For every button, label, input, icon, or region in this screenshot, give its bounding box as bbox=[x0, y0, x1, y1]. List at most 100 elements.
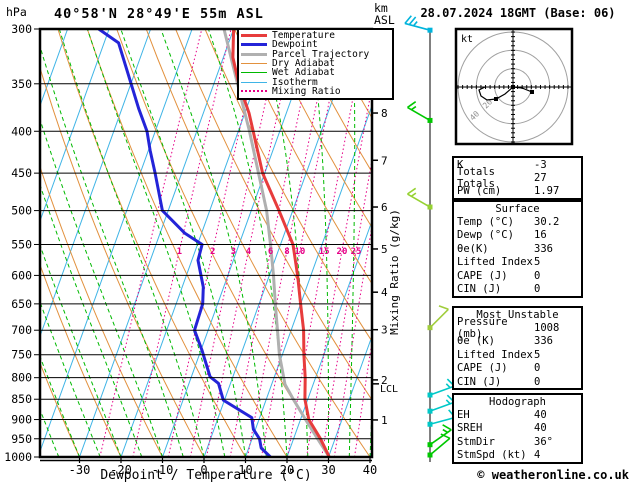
mixing-ratio-line bbox=[333, 223, 372, 457]
stats-value: 0 bbox=[534, 283, 541, 296]
legend-item: Wet Adiabat bbox=[241, 67, 390, 79]
legend-item: Isotherm bbox=[241, 76, 390, 88]
stats-value: 336 bbox=[534, 242, 553, 255]
km-tick-label: 5 bbox=[381, 243, 388, 256]
stats-box-title: Most Unstable bbox=[476, 308, 559, 321]
legend-label: Mixing Ratio bbox=[272, 85, 341, 97]
stats-box-title: Surface bbox=[495, 202, 540, 215]
wind-barb bbox=[427, 378, 455, 398]
stats-row: CAPE (J) 0 bbox=[457, 269, 578, 282]
mixing-ratio-value-label: 15 bbox=[319, 247, 330, 257]
pressure-tick-label: 300 bbox=[11, 22, 32, 36]
stats-row: Lifted Index 5 bbox=[457, 348, 578, 361]
pressure-unit-label: hPa bbox=[6, 5, 27, 19]
stats-box-header: Most Unstable bbox=[457, 308, 578, 321]
isotherm-line bbox=[328, 334, 372, 457]
stats-row: PW (cm) 1.97 bbox=[457, 185, 578, 198]
dry-adiabat-line bbox=[263, 29, 372, 229]
wet-adiabat-line bbox=[40, 117, 163, 457]
dry-adiabat-line bbox=[234, 29, 372, 285]
stats-box-header: Surface bbox=[457, 202, 578, 215]
pressure-tick-label: 800 bbox=[11, 371, 32, 385]
wind-barb bbox=[404, 15, 433, 33]
stats-value: 40 bbox=[534, 409, 547, 422]
km-tick-label: 7 bbox=[381, 154, 388, 167]
wind-barb bbox=[427, 424, 452, 448]
mixing-ratio-value-label: 20 bbox=[337, 247, 348, 257]
legend-item: Temperature bbox=[241, 31, 390, 40]
wind-barb bbox=[427, 433, 451, 458]
wet-adiabat-line bbox=[348, 29, 356, 457]
legend-swatch-dotted bbox=[241, 90, 267, 93]
dry-adiabat-line bbox=[40, 361, 80, 457]
temp-tick-label: -20 bbox=[110, 463, 132, 477]
temp-tick-label: 0 bbox=[200, 463, 207, 477]
stats-value: 16 bbox=[534, 229, 547, 242]
mixing-ratio-line bbox=[321, 157, 372, 457]
temp-tick-label: 30 bbox=[321, 463, 335, 477]
legend: Temperature Dewpoint Parcel Trajectory Dry … bbox=[237, 28, 394, 101]
plot-border bbox=[38, 27, 374, 459]
stats-row: Dewp (°C) 16 bbox=[457, 229, 578, 242]
isotherm-line bbox=[79, 29, 235, 457]
wet-adiabat-line bbox=[40, 44, 184, 457]
mixing-ratio-value-label: 2 bbox=[210, 247, 215, 257]
hodograph-unit-label: kt bbox=[461, 34, 473, 45]
stats-label: Pressure (mb) bbox=[457, 316, 508, 341]
stats-row: Lifted Index 5 bbox=[457, 256, 578, 269]
mixing-ratio-axis-label: Mixing Ratio (g/kg) bbox=[388, 209, 401, 335]
stats-value: 5 bbox=[534, 256, 541, 269]
stats-row: Totals Totals 27 bbox=[457, 166, 578, 190]
stats-row: SREH 40 bbox=[457, 422, 578, 435]
isotherm-line bbox=[40, 29, 152, 338]
stats-label: Totals Totals bbox=[457, 166, 495, 191]
stats-label: K bbox=[457, 158, 464, 171]
legend-label: Dry Adiabat bbox=[272, 58, 335, 70]
stats-box-header: Hodograph bbox=[457, 395, 578, 408]
isotherm-line bbox=[162, 29, 318, 457]
pressure-tick-label: 700 bbox=[11, 323, 32, 337]
stats-value: 5 bbox=[534, 348, 541, 361]
legend-label: Parcel Trajectory bbox=[272, 48, 370, 60]
stats-row: θe (K) 336 bbox=[457, 335, 578, 348]
legend-item: Dewpoint bbox=[241, 40, 390, 50]
stats-label: Temp (°C) bbox=[457, 216, 514, 229]
pressure-tick-label: 950 bbox=[11, 432, 32, 446]
stats-value: 0 bbox=[534, 375, 541, 388]
wind-barb bbox=[407, 101, 433, 123]
stats-label: Dewp (°C) bbox=[457, 229, 514, 242]
stats-label: Lifted Index bbox=[457, 256, 533, 269]
legend-item: Parcel Trajectory bbox=[241, 48, 390, 60]
isotherm-line bbox=[40, 29, 110, 223]
km-axis-title: km ASL bbox=[374, 1, 395, 27]
mixing-ratio-value-label: 8 bbox=[284, 247, 289, 257]
wind-barb bbox=[407, 187, 433, 210]
isotherm-line bbox=[40, 29, 193, 453]
footer-credit: © weatheronline.co.uk bbox=[477, 468, 629, 482]
stats-label: θe(K) bbox=[457, 242, 489, 255]
mixing-ratio-value-label: 3 bbox=[231, 247, 236, 257]
mixing-ratio-line bbox=[261, 29, 345, 457]
stats-label: StmSpd (kt) bbox=[457, 449, 527, 462]
isotherm-line bbox=[203, 29, 359, 457]
legend-label: Wet Adiabat bbox=[272, 67, 335, 79]
stats-value: 336 bbox=[534, 335, 553, 348]
mixing-ratio-value-label: 10 bbox=[294, 247, 305, 257]
legend-label: Isotherm bbox=[272, 76, 318, 88]
pressure-tick-label: 550 bbox=[11, 237, 32, 251]
stats-value: 30.2 bbox=[534, 216, 560, 229]
legend-swatch-solid bbox=[241, 52, 267, 56]
isotherm-line bbox=[40, 29, 69, 108]
datetime-header: 28.07.2024 18GMT (Base: 06) bbox=[420, 6, 616, 20]
stats-label: StmDir bbox=[457, 435, 495, 448]
km-tick-label: 6 bbox=[381, 201, 388, 214]
temp-tick-label: 40 bbox=[363, 463, 377, 477]
mixing-ratio-line bbox=[306, 84, 372, 457]
km-tick-label: 1 bbox=[381, 414, 388, 427]
stats-label: EH bbox=[457, 409, 470, 422]
mixing-ratio-line bbox=[229, 29, 318, 457]
legend-label: Temperature bbox=[272, 30, 335, 42]
stats-row: CIN (J) 0 bbox=[457, 282, 578, 295]
